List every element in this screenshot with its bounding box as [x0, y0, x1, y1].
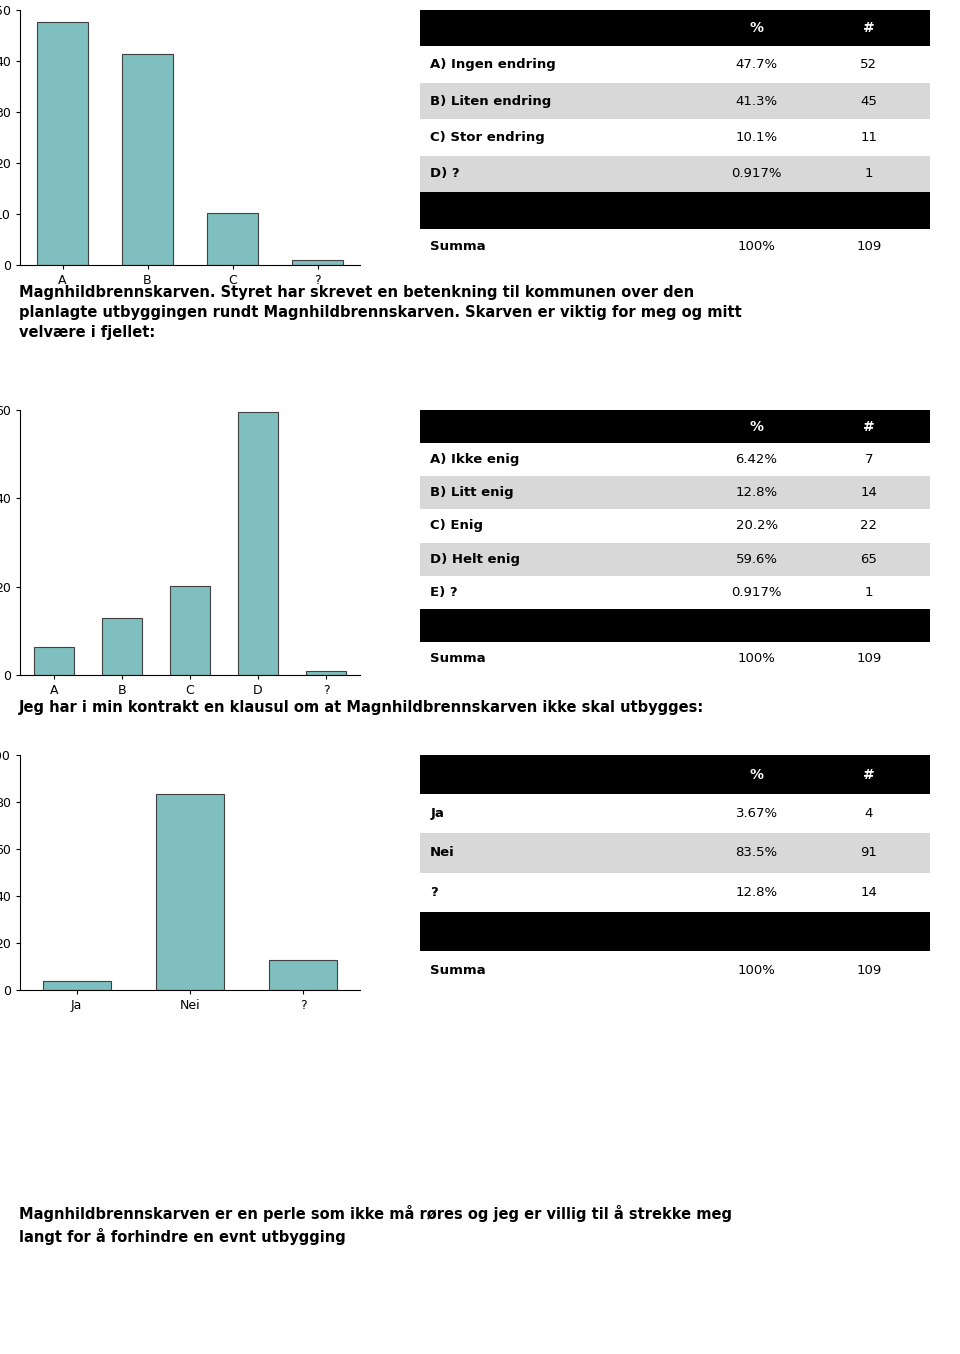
Bar [420, 543, 930, 575]
Text: #: # [863, 22, 875, 35]
Bar [37, 22, 88, 265]
Bar [305, 672, 347, 676]
Text: Summa: Summa [430, 964, 486, 978]
Text: E) ?: E) ? [430, 586, 458, 598]
Bar [420, 575, 930, 609]
Bar [122, 54, 173, 265]
Text: Summa: Summa [430, 651, 486, 665]
Bar [420, 9, 930, 46]
Bar [420, 509, 930, 543]
Text: 47.7%: 47.7% [735, 58, 778, 72]
Text: 1: 1 [865, 586, 873, 598]
Text: 6.42%: 6.42% [735, 454, 778, 466]
Text: 109: 109 [856, 240, 881, 253]
Text: 91: 91 [860, 846, 877, 860]
Text: 11: 11 [860, 131, 877, 144]
Text: Jeg har i min kontrakt en klausul om at Magnhildbrennskarven ikke skal utbygges:: Jeg har i min kontrakt en klausul om at … [19, 700, 705, 715]
Bar [420, 951, 930, 990]
Text: 0.917%: 0.917% [732, 168, 781, 180]
Text: B) Litt enig: B) Litt enig [430, 486, 514, 500]
Text: A) Ingen endring: A) Ingen endring [430, 58, 556, 72]
Text: 22: 22 [860, 520, 877, 532]
Bar [420, 119, 930, 156]
Text: %: % [750, 768, 763, 781]
Bar [156, 793, 224, 990]
Text: 12.8%: 12.8% [735, 886, 778, 899]
Text: Nei: Nei [430, 846, 455, 860]
Bar [270, 960, 337, 990]
Text: 100%: 100% [737, 964, 776, 978]
Text: A) Ikke enig: A) Ikke enig [430, 454, 519, 466]
Text: 7: 7 [865, 454, 873, 466]
Text: 59.6%: 59.6% [735, 552, 778, 566]
Bar [170, 586, 210, 676]
Text: 109: 109 [856, 651, 881, 665]
Text: B) Liten endring: B) Liten endring [430, 95, 551, 107]
Bar [420, 642, 930, 676]
Bar [420, 609, 930, 642]
Bar [420, 46, 930, 83]
Text: 20.2%: 20.2% [735, 520, 778, 532]
Text: D) Helt enig: D) Helt enig [430, 552, 520, 566]
Text: D) ?: D) ? [430, 168, 460, 180]
Bar [420, 795, 930, 833]
Text: 14: 14 [860, 486, 877, 500]
Bar [420, 410, 930, 443]
Bar [34, 647, 75, 676]
Bar [420, 833, 930, 872]
Text: 1: 1 [865, 168, 873, 180]
Bar [42, 982, 110, 990]
Text: Ja: Ja [430, 807, 444, 821]
Text: 14: 14 [860, 886, 877, 899]
Text: %: % [750, 420, 763, 433]
Bar [420, 156, 930, 192]
Text: 83.5%: 83.5% [735, 846, 778, 860]
Text: Magnhildbrennskarven er en perle som ikke må røres og jeg er villig til å strekk: Magnhildbrennskarven er en perle som ikk… [19, 1205, 732, 1244]
Text: 100%: 100% [737, 651, 776, 665]
Text: #: # [863, 768, 875, 781]
Text: C) Stor endring: C) Stor endring [430, 131, 545, 144]
Bar [238, 412, 278, 676]
Text: %: % [750, 22, 763, 35]
Text: 65: 65 [860, 552, 877, 566]
Text: ?: ? [430, 886, 438, 899]
Text: 3.67%: 3.67% [735, 807, 778, 821]
Text: 10.1%: 10.1% [735, 131, 778, 144]
Bar [420, 872, 930, 911]
Bar [420, 443, 930, 477]
Text: 12.8%: 12.8% [735, 486, 778, 500]
Bar [420, 229, 930, 265]
Bar [102, 619, 142, 676]
Text: 52: 52 [860, 58, 877, 72]
Bar [420, 477, 930, 509]
Text: 109: 109 [856, 964, 881, 978]
Bar [292, 260, 343, 265]
Bar [420, 192, 930, 229]
Bar [420, 83, 930, 119]
Bar [420, 911, 930, 951]
Text: #: # [863, 420, 875, 433]
Text: 100%: 100% [737, 240, 776, 253]
Text: Magnhildbrennskarven. Styret har skrevet en betenkning til kommunen over den
pla: Magnhildbrennskarven. Styret har skrevet… [19, 284, 742, 340]
Text: 0.917%: 0.917% [732, 586, 781, 598]
Text: C) Enig: C) Enig [430, 520, 483, 532]
Bar [420, 756, 930, 795]
Text: 45: 45 [860, 95, 877, 107]
Text: 4: 4 [865, 807, 873, 821]
Text: 41.3%: 41.3% [735, 95, 778, 107]
Bar [207, 214, 258, 265]
Text: Summa: Summa [430, 240, 486, 253]
